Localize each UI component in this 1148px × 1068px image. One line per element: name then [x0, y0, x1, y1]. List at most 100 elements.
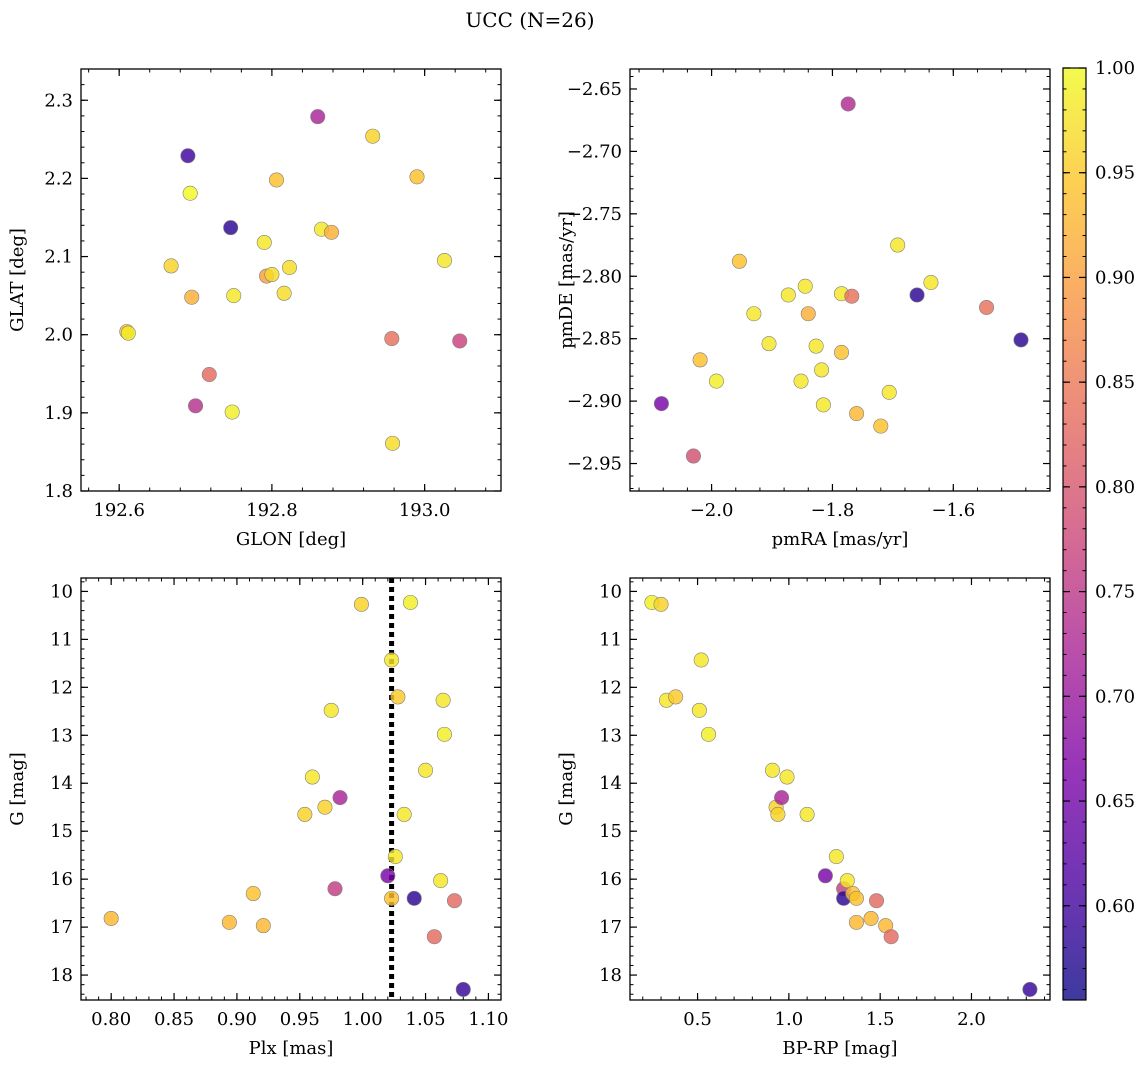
- data-point: [793, 373, 809, 389]
- y-tick-label: 10: [599, 581, 622, 602]
- y-tick-label: −2.95: [567, 454, 622, 475]
- y-axis-label: G [mag]: [7, 752, 28, 825]
- x-tick-label: 1.00: [343, 1009, 383, 1030]
- data-point: [264, 267, 280, 283]
- figure-title: UCC (N=26): [465, 8, 594, 32]
- data-point: [221, 914, 237, 930]
- data-point: [814, 362, 830, 378]
- data-point: [226, 288, 242, 304]
- data-point: [909, 287, 925, 303]
- data-point: [327, 881, 343, 897]
- colorbar-tick-label: 0.80: [1095, 477, 1135, 498]
- y-tick-label: 17: [599, 917, 622, 938]
- x-tick-label: 1.5: [866, 1009, 895, 1030]
- panel-glon-glat: 192.6 192.8 193.0 1.8 1.9 2.0 2.1 2.2 2.3 GLON [d…: [7, 68, 502, 550]
- data-point: [883, 929, 899, 945]
- plot-frame: [629, 577, 1051, 1001]
- data-point: [923, 274, 939, 290]
- y-tick-label: 2.3: [44, 90, 73, 111]
- data-point: [869, 893, 885, 909]
- data-point: [310, 109, 326, 125]
- data-point: [384, 652, 400, 668]
- data-point: [409, 169, 425, 185]
- y-axis-label: GLAT [deg]: [7, 228, 28, 332]
- x-tick-label: 0.90: [217, 1009, 257, 1030]
- data-point: [255, 918, 271, 934]
- y-tick-label: 1.8: [44, 481, 73, 502]
- data-point: [323, 702, 339, 718]
- plot-frame: [629, 68, 1051, 492]
- x-tick-label: −1.6: [931, 500, 975, 521]
- data-point: [402, 594, 418, 610]
- data-point: [815, 397, 831, 413]
- x-axis-label: Plx [mas]: [249, 1038, 334, 1059]
- data-point: [840, 96, 856, 112]
- data-point: [323, 224, 339, 240]
- data-point: [770, 806, 786, 822]
- data-point: [797, 278, 813, 294]
- y-axis-label: G [mag]: [556, 752, 577, 825]
- x-axis-label: BP-RP [mag]: [782, 1038, 897, 1059]
- y-tick-label: −2.85: [567, 329, 622, 350]
- y-tick-label: 2.1: [44, 247, 73, 268]
- y-tick-label: −2.75: [567, 204, 622, 225]
- data-point: [281, 259, 297, 275]
- data-point: [849, 406, 865, 422]
- data-point: [390, 689, 406, 705]
- colorbar: 1.00 0.95 0.90 0.85 0.80 0.75 0.70 0.65 0.60: [1062, 58, 1135, 1001]
- data-point: [668, 689, 684, 705]
- x-tick-label: 0.5: [683, 1009, 712, 1030]
- data-point: [691, 702, 707, 718]
- x-tick-label: 0.80: [91, 1009, 131, 1030]
- colorbar-tick-label: 0.70: [1095, 686, 1135, 707]
- data-point: [873, 418, 889, 434]
- data-point: [731, 253, 747, 269]
- colorbar-tick-label: 0.85: [1095, 372, 1135, 393]
- data-point: [844, 288, 860, 304]
- data-point: [834, 344, 850, 360]
- y-tick-label: 14: [599, 773, 622, 794]
- data-point: [163, 258, 179, 274]
- data-point: [418, 762, 434, 778]
- data-point: [701, 726, 717, 742]
- x-tick-label: 1.10: [468, 1009, 508, 1030]
- y-tick-label: −2.80: [567, 266, 622, 287]
- data-point: [839, 873, 855, 889]
- data-point: [332, 790, 348, 806]
- data-point: [863, 910, 879, 926]
- data-point: [317, 799, 333, 815]
- y-tick-label: 18: [50, 965, 73, 986]
- y-tick-label: 1.9: [44, 403, 73, 424]
- y-tick-label: 16: [599, 869, 622, 890]
- x-axis-label: GLON [deg]: [236, 529, 346, 550]
- y-tick-label: 15: [599, 821, 622, 842]
- data-point: [120, 325, 136, 341]
- y-tick-label: 13: [50, 725, 73, 746]
- y-tick-label: 10: [50, 581, 73, 602]
- data-point: [426, 929, 442, 945]
- colorbar-tick-label: 0.75: [1095, 582, 1135, 603]
- data-point: [387, 849, 403, 865]
- data-point: [1013, 332, 1029, 348]
- data-point: [780, 287, 796, 303]
- data-point: [881, 384, 897, 400]
- y-tick-label: 12: [599, 677, 622, 698]
- x-tick-label: 192.6: [93, 500, 145, 521]
- data-point: [436, 252, 452, 268]
- data-point: [764, 762, 780, 778]
- data-point: [848, 890, 864, 906]
- y-tick-label: 15: [50, 821, 73, 842]
- data-point: [1022, 981, 1038, 997]
- data-point: [828, 849, 844, 865]
- y-tick-label: 18: [599, 965, 622, 986]
- data-point: [446, 893, 462, 909]
- data-point: [692, 352, 708, 368]
- y-tick-label: 12: [50, 677, 73, 698]
- data-point: [245, 886, 261, 902]
- data-point: [384, 890, 400, 906]
- data-point: [365, 128, 381, 144]
- data-point: [435, 692, 451, 708]
- data-point: [653, 596, 669, 612]
- data-point: [693, 652, 709, 668]
